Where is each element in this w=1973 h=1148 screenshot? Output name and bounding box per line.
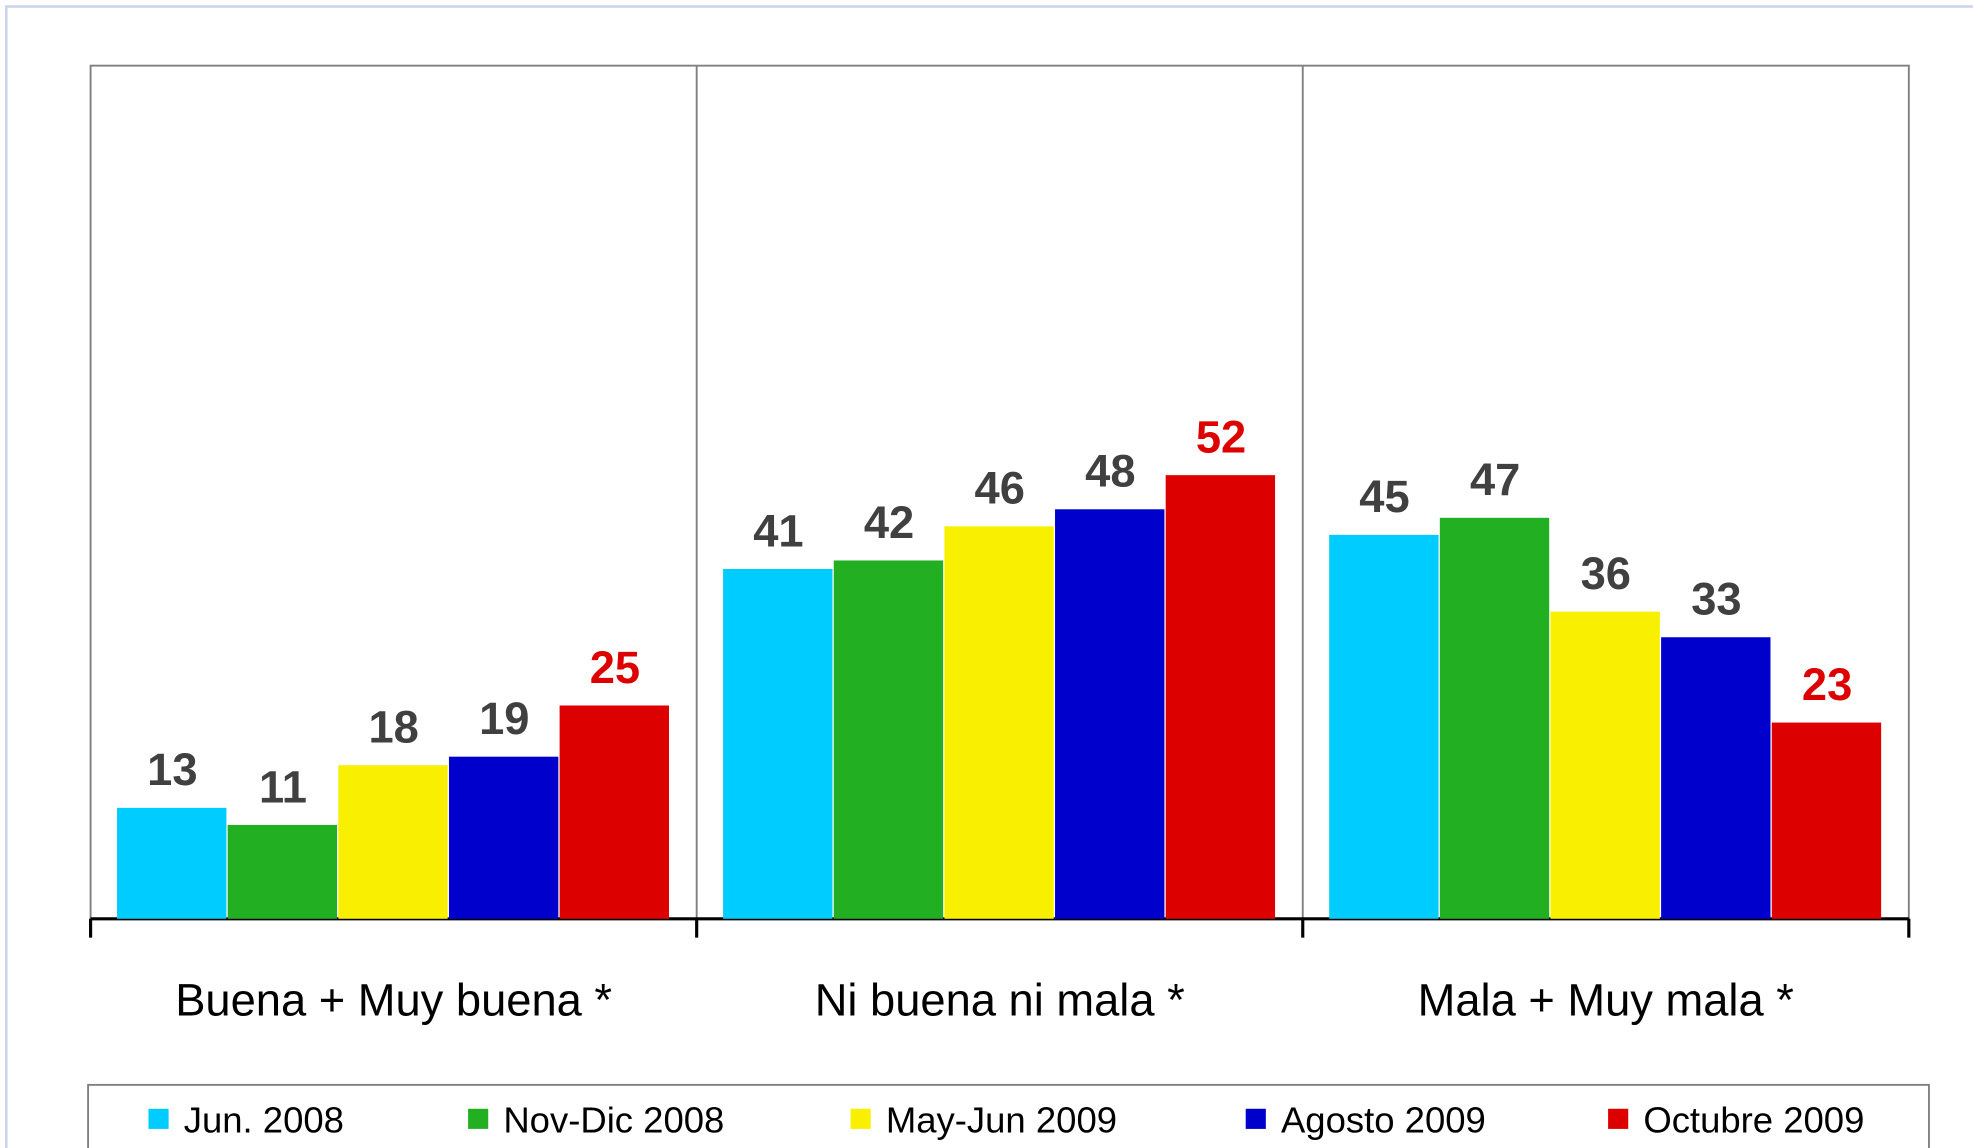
bar — [559, 705, 669, 919]
value-label: 48 — [1085, 446, 1135, 497]
x-tick-label: Buena + Muy buena * — [175, 975, 612, 1026]
value-label: 11 — [259, 761, 307, 812]
bar — [833, 560, 944, 919]
bar — [1771, 722, 1882, 919]
value-label: 25 — [590, 642, 640, 693]
x-tick-label: Ni buena ni mala * — [815, 975, 1185, 1026]
bar — [338, 765, 448, 919]
value-label: 23 — [1802, 659, 1852, 710]
bar — [1550, 611, 1660, 919]
bar — [944, 526, 1054, 919]
bar — [448, 756, 559, 919]
value-label: 46 — [975, 463, 1025, 514]
bar — [723, 568, 833, 919]
value-label: 19 — [479, 693, 529, 744]
value-label: 36 — [1581, 548, 1631, 599]
legend-label: Nov-Dic 2008 — [503, 1100, 724, 1141]
bar — [1329, 534, 1439, 919]
value-label: 45 — [1359, 471, 1409, 522]
value-label: 42 — [864, 497, 914, 548]
legend-swatch — [1608, 1108, 1629, 1129]
value-label: 41 — [753, 505, 803, 556]
bar — [1165, 475, 1276, 919]
value-label: 18 — [368, 702, 418, 753]
legend-label: Jun. 2008 — [184, 1100, 344, 1141]
bar — [227, 824, 338, 919]
bar — [117, 807, 227, 919]
x-tick-label: Mala + Muy mala * — [1418, 975, 1794, 1026]
legend-swatch — [468, 1108, 489, 1129]
legend-label: Octubre 2009 — [1643, 1100, 1864, 1141]
value-label: 52 — [1196, 411, 1246, 462]
legend-swatch — [1245, 1108, 1266, 1129]
legend-swatch — [850, 1108, 871, 1129]
value-label: 33 — [1691, 574, 1741, 625]
legend-label: May-Jun 2009 — [886, 1100, 1117, 1141]
bar — [1439, 517, 1550, 919]
legend-label: Agosto 2009 — [1281, 1100, 1486, 1141]
bar — [1661, 637, 1771, 919]
value-label: 47 — [1470, 454, 1520, 505]
legend-swatch — [148, 1108, 169, 1129]
value-label: 13 — [147, 744, 197, 795]
bar — [1055, 509, 1165, 919]
